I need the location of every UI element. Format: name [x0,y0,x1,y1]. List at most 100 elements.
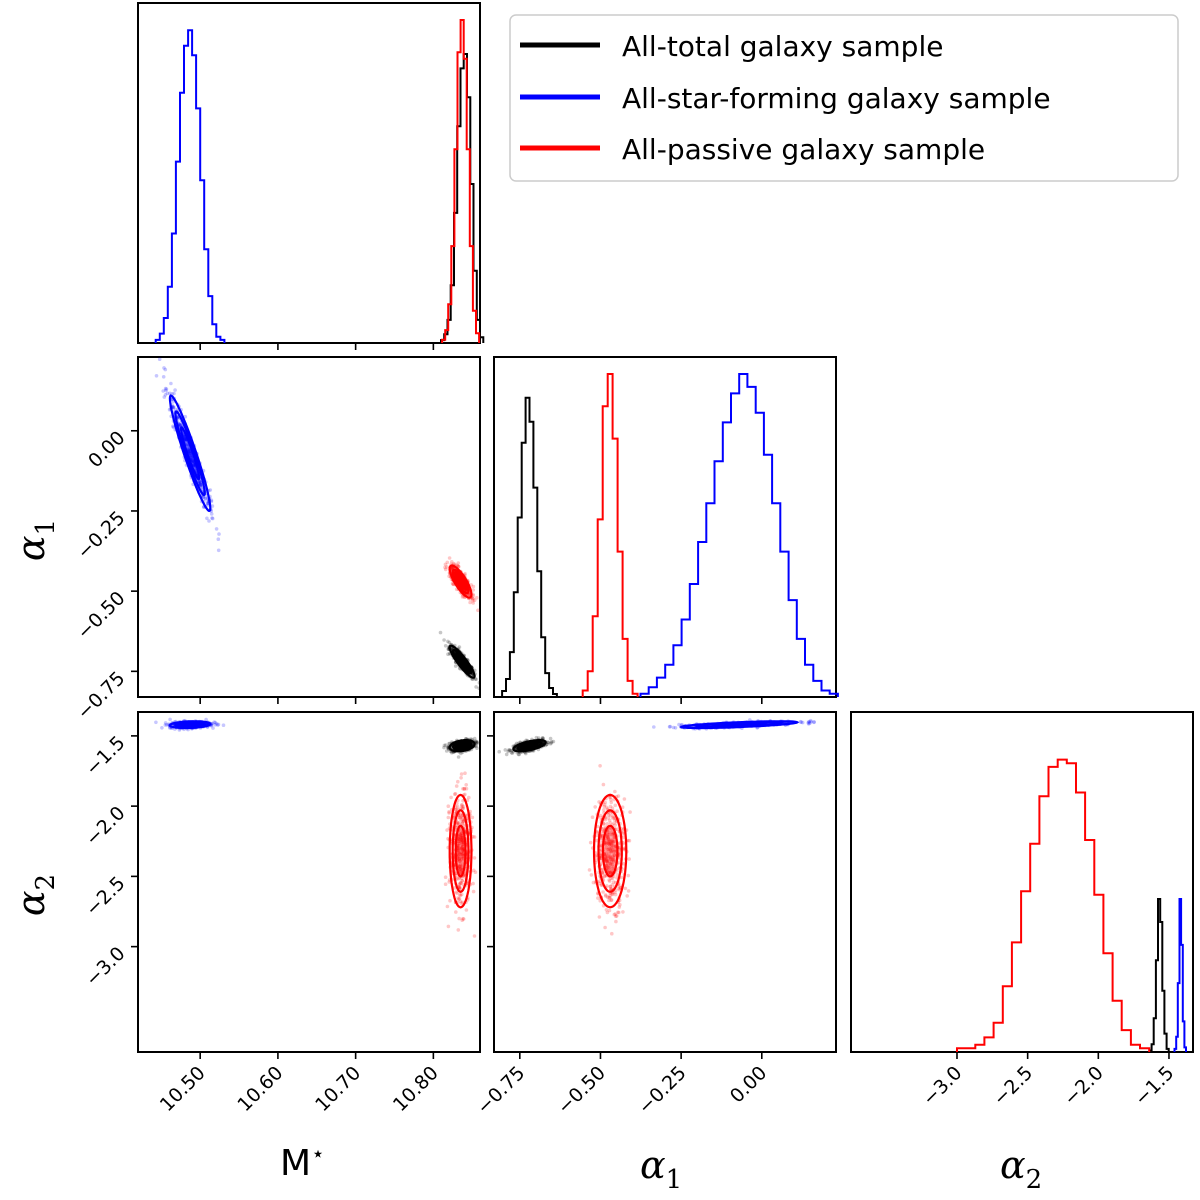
sample-point [616,794,621,798]
sample-point [470,815,475,820]
sample-point [459,751,463,756]
x-axis-label-mstar: M⋆ [280,1142,325,1184]
sample-point [443,567,448,572]
contour-total [455,742,469,750]
panel-alpha2-vs-alpha1 [493,711,837,1053]
sample-point [475,741,479,746]
sample-point [460,816,465,820]
sample-point [626,873,631,878]
sample-point [461,849,466,853]
sample-point [604,851,609,855]
sample-point [602,874,607,878]
sample-point [599,834,604,838]
sample-point [607,859,612,863]
sample-point [458,852,463,857]
sample-point [456,856,460,861]
sample-point [626,889,631,893]
hist-mstar-passive [441,19,481,343]
sample-point [458,852,463,857]
sample-point [607,842,611,847]
sample-point [460,837,464,842]
sample-point [188,452,193,456]
sample-point [605,857,609,861]
sample-point [216,537,221,541]
sample-point [611,859,616,864]
sample-point [471,588,476,592]
sample-point [449,795,453,800]
sample-point [603,800,607,805]
sample-point [610,883,615,887]
sample-point [608,894,612,898]
sample-point [612,848,617,852]
sample-point [460,842,465,847]
sample-point [438,630,443,635]
sample-point [460,848,465,852]
sample-point [461,842,465,846]
sample-point [183,414,188,419]
sample-point [548,736,553,741]
contour-sf [174,410,206,497]
sample-point [600,870,605,875]
sample-point [460,859,465,864]
sample-point [610,839,615,843]
sample-point [190,459,195,463]
sample-point [605,863,609,868]
sample-point [203,496,207,501]
sample-point [606,866,611,870]
sample-point [443,565,447,570]
sample-point [198,480,202,485]
legend-label-passive: All-passive galaxy sample [622,133,985,166]
sample-point [459,776,463,780]
sample-point [198,482,203,487]
sample-point [509,750,514,755]
sample-point [460,743,465,748]
sample-point [460,743,465,748]
sample-point [164,387,169,391]
sample-point [610,892,614,896]
sample-point [446,652,450,656]
sample-point [808,718,813,723]
sample-point [197,479,201,484]
sample-point [458,859,462,863]
sample-point [608,849,613,854]
sample-point [163,723,168,727]
sample-point [605,860,609,864]
sample-point [458,833,463,837]
sample-point [458,859,462,863]
sample-point [607,878,611,882]
sample-point [549,740,554,744]
sample-point [608,855,613,860]
sample-point [617,905,622,909]
sample-point [460,839,465,843]
sample-point [457,897,461,902]
sample-point [473,870,478,874]
sample-point [609,898,614,902]
sample-point [460,844,465,849]
sample-point [806,722,811,726]
sample-point [604,858,609,862]
sample-point [609,842,613,846]
sample-point [456,850,461,855]
sample-point [464,908,469,912]
sample-point [605,895,610,899]
y-tick-label-alpha2: −2.5 [81,872,129,920]
sample-point [612,853,617,858]
sample-point [614,914,618,918]
sample-point [453,808,458,812]
sample-point [460,595,465,599]
contour-passive [451,568,470,595]
sample-point [458,870,463,874]
sample-point [460,865,464,869]
sample-point [612,853,617,857]
sample-point [445,904,450,909]
scatter-passive-alpha1-vs-mstar [443,556,480,613]
sample-point [602,804,606,809]
sample-point [164,723,169,727]
hist-alpha1-sf [639,373,839,697]
sample-point [209,512,214,516]
sample-point [190,458,195,463]
sample-point [446,924,451,929]
legend: All-total galaxy sample All-star-forming… [509,14,1179,182]
sample-point [213,720,218,725]
sample-point [594,858,599,862]
